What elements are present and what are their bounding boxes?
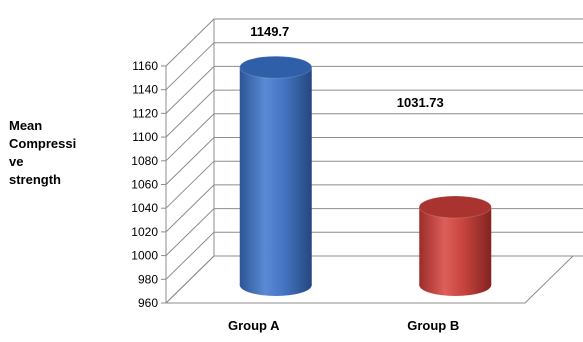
data-label: 1031.73 xyxy=(397,95,444,110)
y-tick-label: 1080 xyxy=(131,154,158,168)
x-tick-label: Group A xyxy=(228,318,280,333)
gridline xyxy=(165,160,583,209)
gridline xyxy=(165,65,583,114)
bar-body xyxy=(419,206,492,285)
x-tick-label: Group B xyxy=(407,318,459,333)
bar-group-b xyxy=(418,195,492,296)
gridline xyxy=(165,18,583,67)
y-tick-label: 1000 xyxy=(131,249,158,263)
y-tick-label: 1120 xyxy=(132,106,158,120)
bar-group-a xyxy=(239,55,313,296)
y-axis-label: Mean Compressi ve strength xyxy=(9,118,77,187)
y-tick-label: 1160 xyxy=(132,59,158,73)
bar-top xyxy=(418,195,492,219)
y-tick-label: 960 xyxy=(138,296,158,310)
gridline xyxy=(165,113,583,162)
y-tick-label: 1060 xyxy=(131,178,158,192)
floor xyxy=(164,255,575,304)
y-tick-label: 1100 xyxy=(132,130,158,144)
bar-top xyxy=(239,55,313,79)
gridline xyxy=(165,42,583,91)
y-tick-label: 1040 xyxy=(131,201,158,215)
y-tick-label: 1140 xyxy=(132,83,158,97)
bar-body xyxy=(239,67,312,285)
gridline xyxy=(165,255,583,304)
gridline xyxy=(165,137,583,185)
gridline xyxy=(165,89,583,138)
y-tick-label: 980 xyxy=(138,272,158,286)
data-label: 1149.7 xyxy=(250,24,289,39)
y-tick-label: 1020 xyxy=(131,225,158,239)
gridline xyxy=(165,184,583,233)
